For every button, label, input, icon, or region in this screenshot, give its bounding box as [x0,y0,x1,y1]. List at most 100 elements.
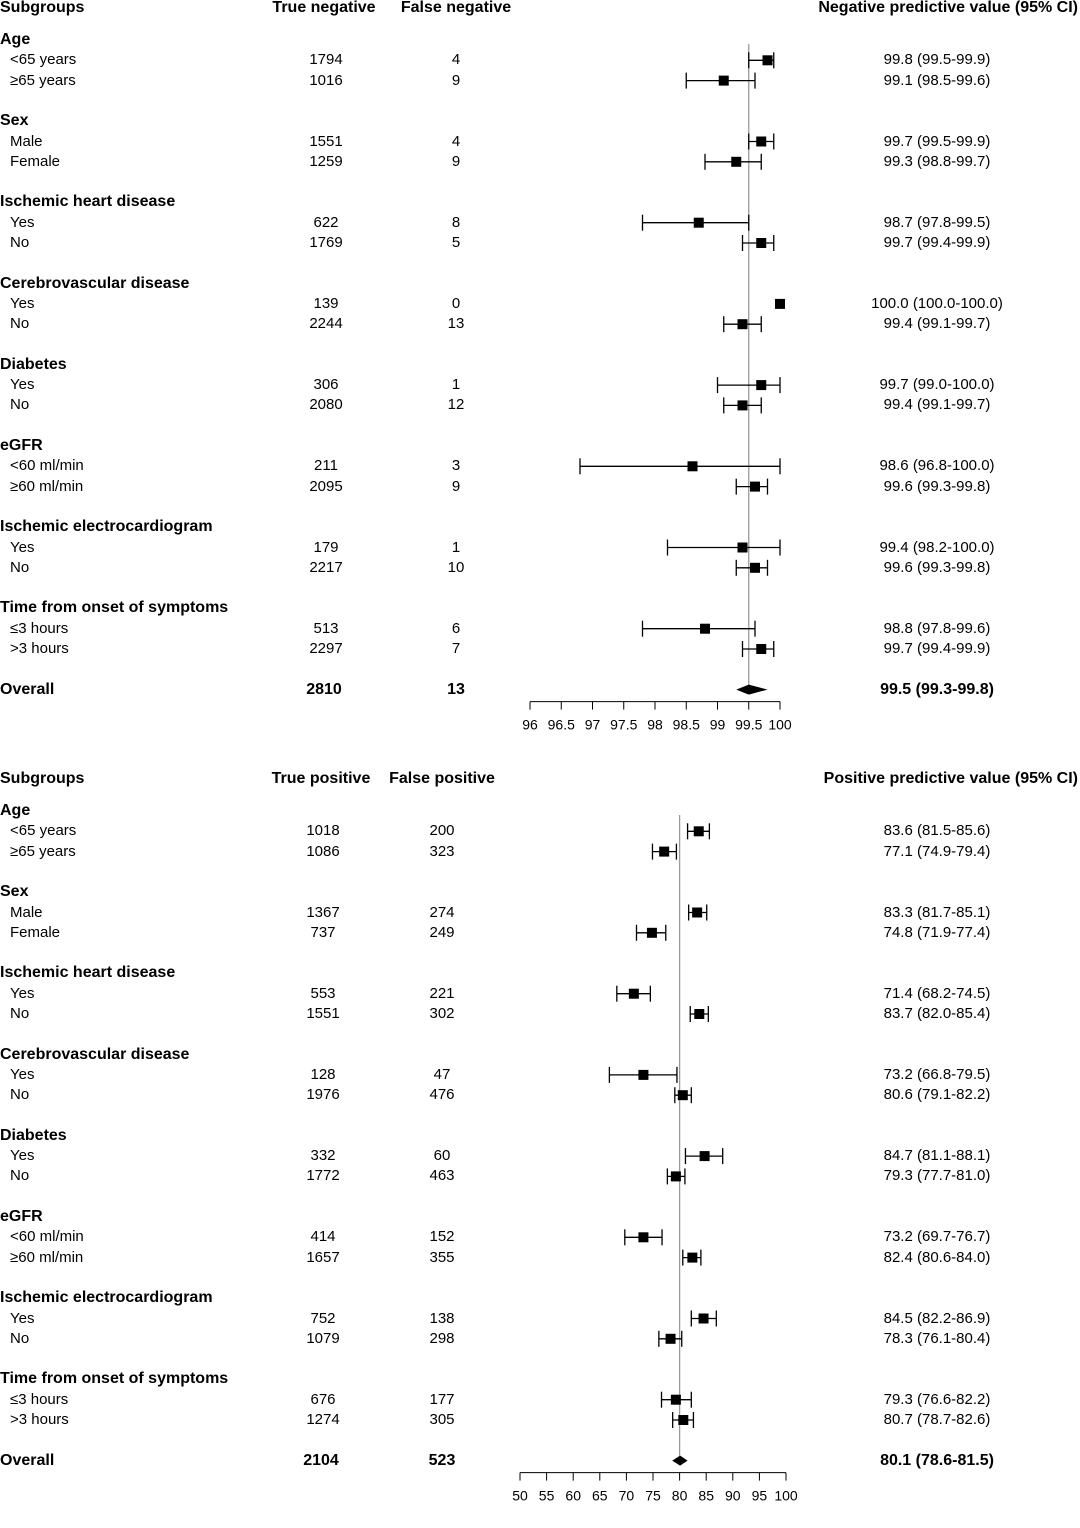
header-col1: True positive [271,770,371,787]
x-tick-label: 96.5 [548,717,575,733]
point-estimate [628,988,639,999]
header-subgroups: Subgroups [0,0,85,16]
row-estimate-text: 83.7 (82.0-85.4) [883,1005,991,1022]
row-estimate-text: 100.0 (100.0-100.0) [871,294,1003,312]
row-label: <65 years [10,822,77,840]
row-count-2: 152 [429,1228,455,1246]
row-count-2: 9 [451,477,461,495]
row-count-1: 1976 [306,1086,340,1104]
point-estimate [762,55,773,66]
row-count-1: 128 [310,1065,336,1083]
point-estimate [756,644,767,654]
row-count-1: 332 [310,1147,336,1165]
row-estimate-text: 78.3 (76.1-80.4) [883,1329,991,1347]
group-title: Sex [0,112,29,130]
row-count-2: 355 [429,1248,455,1266]
point-estimate [670,1394,681,1405]
overall-estimate-text: 99.5 (99.3-99.8) [880,680,994,698]
forest-plot-canvas: 96 96.5 97 97.5 98 98.5 99 99.5 100 [522,44,792,733]
group-title: Time from onset of symptoms [0,599,229,617]
row-count-2: 6 [451,619,461,637]
row-estimate-text: 99.4 (99.1-99.7) [883,315,991,333]
row-label: No [10,1329,30,1347]
x-tick-label: 90 [725,1488,741,1504]
row-estimate-text: 79.3 (76.6-82.2) [883,1390,991,1408]
overall-count-1: 2104 [303,1451,339,1469]
row-label: >3 hours [10,1411,69,1428]
point-estimate [687,1252,698,1263]
point-estimate [638,1069,649,1080]
row-count-1: 414 [310,1228,336,1246]
row-count-1: 737 [310,923,336,941]
header-col2: False negative [400,0,512,16]
row-count-2: 463 [429,1167,455,1185]
row-estimate-text: 84.7 (81.1-88.1) [883,1147,991,1165]
group-title: Sex [0,883,29,901]
point-estimate [687,461,698,472]
header-estimate: Negative predictive value (95% CI) [818,0,1078,16]
group-title: Cerebrovascular disease [0,1045,190,1063]
group-title: Age [0,31,31,48]
row-estimate-text: 84.5 (82.2-86.9) [883,1309,991,1327]
row-label: Female [10,152,61,170]
row-count-1: 1274 [306,1411,340,1428]
x-tick-label: 70 [619,1488,635,1504]
row-count-2: 3 [451,457,461,475]
row-count-2: 4 [451,132,461,150]
x-tick-label: 97 [585,717,601,733]
row-label: Yes [10,1309,35,1327]
header-col1: True negative [272,0,376,16]
point-estimate [700,623,710,634]
point-estimate [775,298,785,309]
row-estimate-text: 80.6 (79.1-82.2) [883,1086,991,1104]
x-tick-label: 99.5 [735,717,762,733]
point-estimate [731,156,742,167]
row-count-1: 2080 [309,396,343,414]
row-estimate-text: 98.7 (97.8-99.5) [883,213,991,231]
row-count-1: 1367 [306,903,340,921]
row-estimate-text: 99.7 (99.4-99.9) [883,234,991,251]
point-estimate [665,1333,676,1344]
point-estimate [698,1313,709,1324]
x-tick-label: 100 [774,1488,798,1504]
point-estimate [677,1090,688,1101]
row-count-1: 1772 [306,1167,340,1185]
point-estimate [692,907,703,918]
row-label: No [10,234,30,251]
group-title: Ischemic electrocardiogram [0,518,213,536]
row-count-1: 1259 [309,152,343,170]
row-count-1: 179 [313,538,339,556]
point-estimate [737,542,748,553]
point-estimate [694,1009,705,1019]
npv-forest-plot: Subgroups True negative False negative Nega… [0,0,1080,757]
row-count-1: 1018 [306,822,340,840]
group-title: Diabetes [0,355,67,373]
row-count-1: 553 [310,984,336,1002]
row-label: ≤3 hours [10,619,69,637]
row-estimate-text: 99.6 (99.3-99.8) [883,558,991,576]
row-estimate-text: 79.3 (77.7-81.0) [883,1167,991,1185]
row-count-2: 12 [447,396,465,414]
x-tick-label: 75 [645,1488,661,1504]
row-label: No [10,558,30,576]
point-estimate [756,238,767,248]
point-estimate [750,562,760,573]
row-count-1: 2095 [309,477,343,495]
header-subgroups: Subgroups [0,770,85,787]
row-count-2: 13 [447,315,465,333]
row-label: No [10,1167,30,1185]
group-title: eGFR [0,437,43,454]
group-title: Ischemic electrocardiogram [0,1289,213,1307]
row-estimate-text: 99.7 (99.4-99.9) [883,640,991,657]
row-count-2: 323 [429,842,455,860]
row-estimate-text: 74.8 (71.9-77.4) [883,923,991,941]
row-count-2: 5 [451,234,461,251]
row-count-1: 1079 [306,1329,340,1347]
point-estimate [737,400,748,411]
row-estimate-text: 98.8 (97.8-99.6) [883,619,991,637]
x-tick-label: 99 [710,717,726,733]
row-count-1: 1769 [309,234,343,251]
row-count-2: 274 [429,903,455,921]
row-estimate-text: 99.3 (98.8-99.7) [883,152,991,170]
row-count-2: 1 [451,538,461,556]
